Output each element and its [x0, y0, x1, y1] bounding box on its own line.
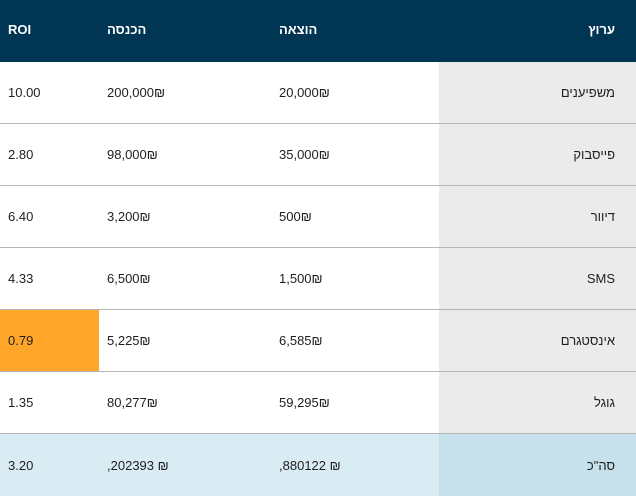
table-header-row: ערוץ הוצאה הכנסה ROI [0, 0, 636, 62]
total-roi: 3.20 [8, 457, 34, 473]
table-total-row: סה"כ ₪ 880122, ₪ 202393, 3.20 [0, 434, 636, 496]
cell-roi-highlighted: 0.79 [0, 310, 99, 371]
header-expense: הוצאה [279, 22, 318, 37]
total-expense: ₪ 880122, [279, 457, 341, 473]
table-row: SMS 1,500₪ 6,500₪ 4.33 [0, 248, 636, 310]
cell-expense: 500₪ [279, 209, 312, 224]
cell-expense: 1,500₪ [279, 271, 323, 286]
cell-expense: 59,295₪ [279, 395, 330, 410]
cell-income: 98,000₪ [107, 147, 158, 162]
cell-roi: 1.35 [8, 395, 34, 410]
header-roi: ROI [8, 22, 32, 37]
table-row: פייסבוק 35,000₪ 98,000₪ 2.80 [0, 124, 636, 186]
cell-roi: 6.40 [8, 209, 34, 224]
cell-channel: משפיענים [439, 62, 636, 123]
cell-channel: אינסטגרם [439, 310, 636, 371]
table-row: משפיענים 20,000₪ 200,000₪ 10.00 [0, 62, 636, 124]
cell-roi: 4.33 [8, 271, 34, 286]
cell-expense: 6,585₪ [279, 333, 323, 348]
table-row: גוגל 59,295₪ 80,277₪ 1.35 [0, 372, 636, 434]
cell-income: 6,500₪ [107, 271, 151, 286]
table-row: דיוור 500₪ 3,200₪ 6.40 [0, 186, 636, 248]
cell-income: 200,000₪ [107, 85, 166, 100]
cell-income: 80,277₪ [107, 395, 158, 410]
header-income: הכנסה [107, 22, 147, 37]
cell-roi: 2.80 [8, 147, 34, 162]
table-row: אינסטגרם 6,585₪ 5,225₪ 0.79 [0, 310, 636, 372]
header-channel: ערוץ [588, 22, 615, 37]
cell-channel: דיוור [439, 186, 636, 247]
total-income: ₪ 202393, [107, 457, 169, 473]
cell-income: 3,200₪ [107, 209, 151, 224]
cell-roi: 10.00 [8, 85, 41, 100]
cell-channel: גוגל [439, 372, 636, 433]
cell-income: 5,225₪ [107, 333, 151, 348]
cell-expense: 35,000₪ [279, 147, 330, 162]
total-label: סה"כ [439, 434, 636, 496]
cell-channel: פייסבוק [439, 124, 636, 185]
cell-expense: 20,000₪ [279, 85, 330, 100]
cell-channel: SMS [439, 248, 636, 309]
